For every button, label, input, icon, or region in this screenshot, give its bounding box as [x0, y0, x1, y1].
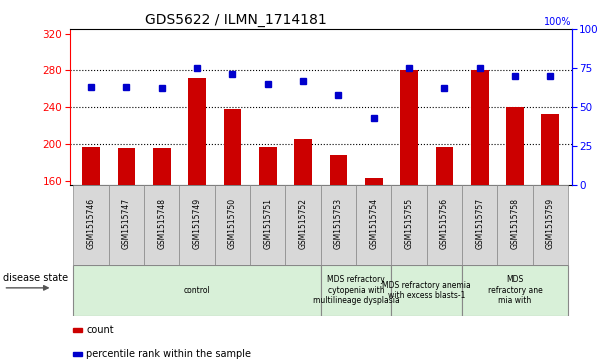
Text: GSM1515753: GSM1515753 [334, 198, 343, 249]
FancyBboxPatch shape [215, 185, 250, 265]
Text: GSM1515758: GSM1515758 [511, 198, 519, 249]
Bar [117, 148, 135, 327]
Text: GSM1515754: GSM1515754 [369, 198, 378, 249]
Bar [73, 352, 82, 356]
FancyBboxPatch shape [392, 265, 462, 316]
Text: GSM1515751: GSM1515751 [263, 198, 272, 249]
FancyBboxPatch shape [109, 185, 144, 265]
Bar [224, 109, 241, 327]
Bar [506, 107, 524, 327]
FancyBboxPatch shape [427, 185, 462, 265]
Text: disease state: disease state [4, 273, 69, 283]
FancyBboxPatch shape [321, 265, 392, 316]
Text: GSM1515752: GSM1515752 [299, 198, 308, 249]
Text: GSM1515747: GSM1515747 [122, 198, 131, 249]
Bar [542, 114, 559, 327]
FancyBboxPatch shape [321, 185, 356, 265]
FancyBboxPatch shape [356, 185, 392, 265]
Bar [153, 148, 171, 327]
Text: GSM1515749: GSM1515749 [193, 198, 202, 249]
Text: MDS
refractory ane
mia with: MDS refractory ane mia with [488, 276, 542, 305]
Bar [73, 329, 82, 333]
FancyBboxPatch shape [462, 185, 497, 265]
Bar [435, 147, 453, 327]
Bar [365, 178, 382, 327]
FancyBboxPatch shape [392, 185, 427, 265]
Text: GSM1515759: GSM1515759 [546, 198, 555, 249]
FancyBboxPatch shape [179, 185, 215, 265]
FancyBboxPatch shape [462, 265, 568, 316]
Text: GSM1515756: GSM1515756 [440, 198, 449, 249]
Text: GSM1515748: GSM1515748 [157, 198, 166, 249]
Bar [471, 70, 488, 327]
Text: GSM1515746: GSM1515746 [86, 198, 95, 249]
FancyBboxPatch shape [250, 185, 285, 265]
Text: MDS refractory anemia
with excess blasts-1: MDS refractory anemia with excess blasts… [382, 281, 471, 300]
Bar [188, 78, 206, 327]
Bar [330, 155, 347, 327]
FancyBboxPatch shape [144, 185, 179, 265]
FancyBboxPatch shape [533, 185, 568, 265]
FancyBboxPatch shape [74, 185, 109, 265]
Bar [259, 147, 277, 327]
FancyBboxPatch shape [497, 185, 533, 265]
Bar [82, 147, 100, 327]
Text: GSM1515750: GSM1515750 [228, 198, 237, 249]
FancyBboxPatch shape [74, 265, 321, 316]
Text: control: control [184, 286, 210, 295]
Text: GDS5622 / ILMN_1714181: GDS5622 / ILMN_1714181 [145, 13, 327, 26]
Text: GSM1515755: GSM1515755 [404, 198, 413, 249]
Bar [294, 139, 312, 327]
Bar [400, 70, 418, 327]
FancyBboxPatch shape [285, 185, 321, 265]
Text: percentile rank within the sample: percentile rank within the sample [86, 349, 252, 359]
Text: 100%: 100% [544, 17, 572, 27]
Text: GSM1515757: GSM1515757 [475, 198, 484, 249]
Text: MDS refractory
cytopenia with
multilineage dysplasia: MDS refractory cytopenia with multilinea… [313, 276, 399, 305]
Text: count: count [86, 325, 114, 335]
